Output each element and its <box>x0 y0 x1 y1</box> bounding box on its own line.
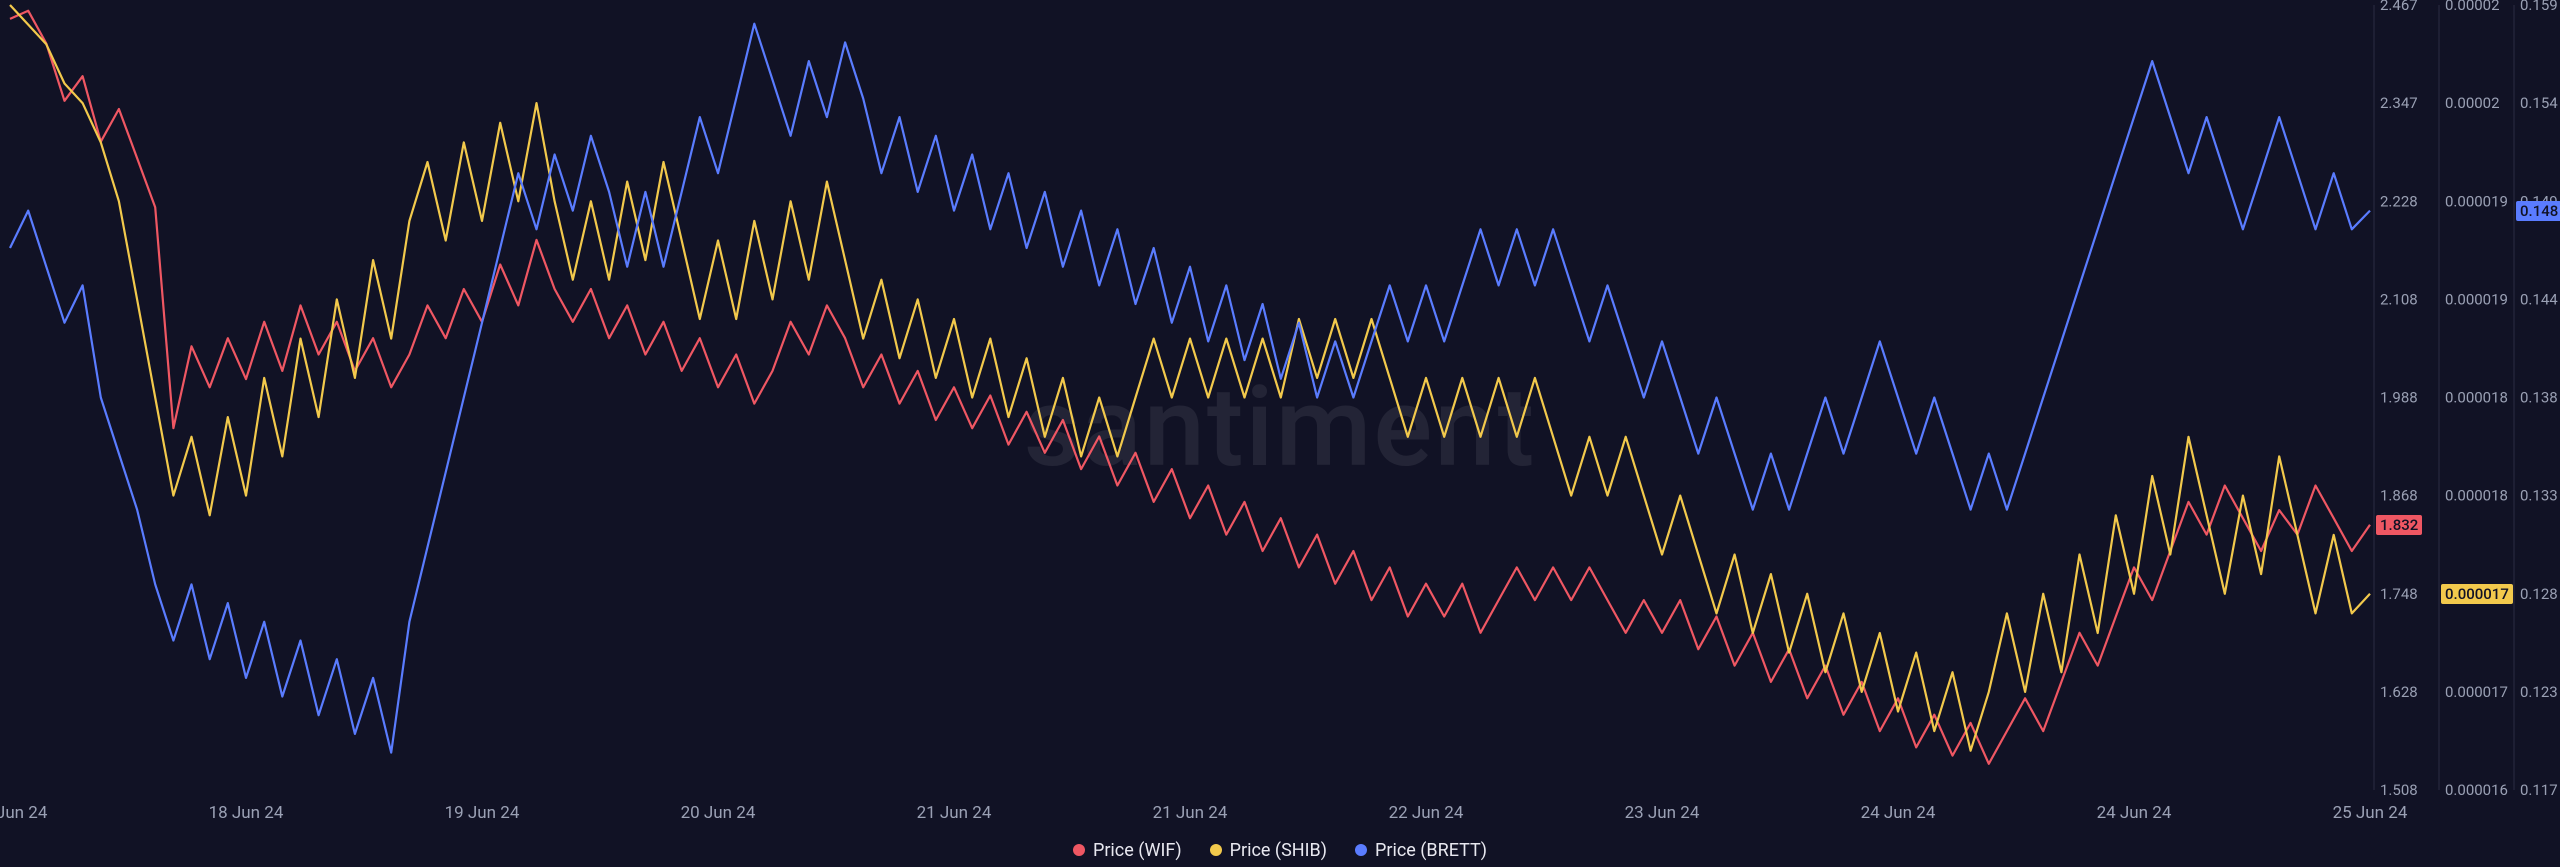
y-tick-label-brett: 0.159 <box>2520 0 2558 14</box>
y-tick-label-brett: 0.138 <box>2520 389 2558 407</box>
y-tick-label-wif: 2.228 <box>2380 192 2418 210</box>
x-tick-label: 24 Jun 24 <box>2097 803 2172 823</box>
series-line-shib <box>10 5 2370 751</box>
y-tick-label-shib: 0.00002 <box>2445 0 2500 14</box>
y-tick-label-wif: 1.868 <box>2380 487 2418 505</box>
legend-label: Price (SHIB) <box>1230 840 1327 861</box>
y-tick-label-wif: 1.988 <box>2380 389 2418 407</box>
legend-label: Price (WIF) <box>1093 840 1182 861</box>
y-tick-label-shib: 0.000018 <box>2445 389 2508 407</box>
x-tick-label: 22 Jun 24 <box>1389 803 1464 823</box>
y-tick-label-shib: 0.000016 <box>2445 781 2508 799</box>
y-tick-label-shib: 0.000019 <box>2445 290 2508 308</box>
x-tick-label: 25 Jun 24 <box>2333 803 2408 823</box>
y-tick-label-brett: 0.154 <box>2520 94 2558 112</box>
x-tick-label: 20 Jun 24 <box>681 803 756 823</box>
legend-item[interactable]: Price (BRETT) <box>1355 840 1487 861</box>
x-tick-label: 19 Jun 24 <box>445 803 520 823</box>
y-tick-label-brett: 0.133 <box>2520 487 2558 505</box>
y-tick-label-brett: 0.128 <box>2520 585 2558 603</box>
x-tick-label: 18 Jun 24 <box>0 803 48 823</box>
value-badge-shib: 0.000017 <box>2441 584 2513 604</box>
y-tick-label-shib: 0.00002 <box>2445 94 2500 112</box>
price-chart: santiment 18 Jun 2418 Jun 2419 Jun 2420 … <box>0 0 2560 867</box>
series-line-brett <box>10 24 2370 753</box>
x-tick-label: 21 Jun 24 <box>917 803 992 823</box>
value-badge-brett: 0.148 <box>2516 201 2560 221</box>
legend-dot-icon <box>1355 844 1367 856</box>
y-tick-label-brett: 0.144 <box>2520 290 2558 308</box>
legend-dot-icon <box>1073 844 1085 856</box>
y-tick-label-wif: 2.347 <box>2380 94 2418 112</box>
legend-item[interactable]: Price (WIF) <box>1073 840 1182 861</box>
chart-svg: 18 Jun 24 18 Jun 24 19 Jun 24 20 Jun 24 21 J… <box>0 0 2560 867</box>
y-tick-label-shib: 0.000019 <box>2445 192 2508 210</box>
y-tick-label-brett: 0.123 <box>2520 683 2558 701</box>
y-tick-label-brett: 0.117 <box>2520 781 2558 799</box>
legend-dot-icon <box>1210 844 1222 856</box>
y-tick-label-wif: 1.628 <box>2380 683 2418 701</box>
x-tick-label: 23 Jun 24 <box>1625 803 1700 823</box>
legend-label: Price (BRETT) <box>1375 840 1487 861</box>
y-tick-label-shib: 0.000017 <box>2445 683 2508 701</box>
value-badge-wif: 1.832 <box>2376 515 2422 535</box>
y-tick-label-wif: 1.748 <box>2380 585 2418 603</box>
x-tick-label: 21 Jun 24 <box>1153 803 1228 823</box>
y-tick-label-wif: 2.108 <box>2380 290 2418 308</box>
legend-item[interactable]: Price (SHIB) <box>1210 840 1327 861</box>
y-tick-label-wif: 2.467 <box>2380 0 2418 14</box>
y-tick-label-wif: 1.508 <box>2380 781 2418 799</box>
legend: Price (WIF) Price (SHIB) Price (BRETT) <box>0 840 2560 862</box>
y-tick-label-shib: 0.000018 <box>2445 487 2508 505</box>
x-tick-label: 24 Jun 24 <box>1861 803 1936 823</box>
x-tick-label: 18 Jun 24 <box>209 803 284 823</box>
